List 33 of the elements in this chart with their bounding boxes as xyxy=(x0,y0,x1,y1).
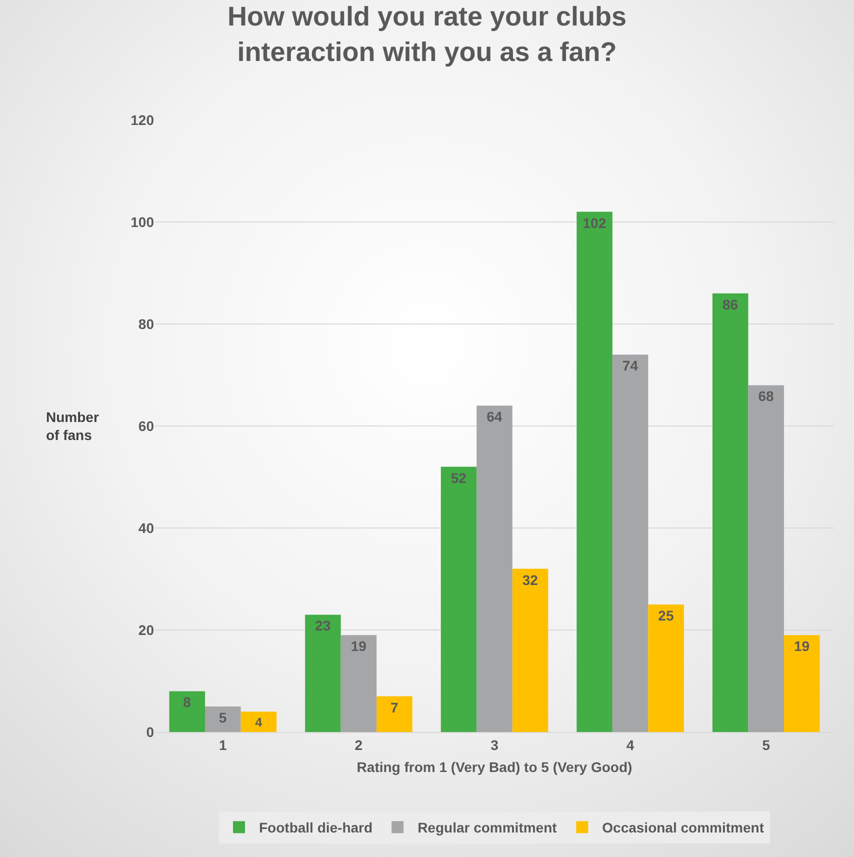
legend-label: Occasional commitment xyxy=(602,820,764,836)
data-label: 52 xyxy=(450,470,467,486)
data-label: 25 xyxy=(658,608,674,624)
legend-label: Regular commitment xyxy=(418,820,558,836)
data-label: 5 xyxy=(218,710,227,726)
data-label: 64 xyxy=(486,408,502,425)
data-label: 74 xyxy=(622,358,638,374)
data-label: 68 xyxy=(758,388,774,404)
x-tick-label: 4 xyxy=(626,736,634,753)
data-label: 8 xyxy=(183,694,192,710)
x-tick-label: 1 xyxy=(219,736,227,753)
x-tick-label: 3 xyxy=(490,736,499,753)
y-axis-title: Number of fans xyxy=(46,409,100,444)
data-label: 19 xyxy=(350,638,367,654)
data-label: 4 xyxy=(255,715,262,730)
y-tick-label: 100 xyxy=(130,214,154,230)
data-label: 23 xyxy=(315,618,331,634)
y-tick-label: 60 xyxy=(138,418,154,434)
data-label: 32 xyxy=(522,572,538,588)
y-tick-label: 120 xyxy=(130,112,154,128)
legend-label: Football die-hard xyxy=(259,820,373,836)
x-axis-title: Rating from 1 (Very Bad) to 5 (Very Good) xyxy=(356,759,632,776)
data-label: 7 xyxy=(390,699,398,716)
y-tick-label: 80 xyxy=(138,316,154,332)
chart-title: How would you rate your clubs interaction with you as a fan? xyxy=(227,2,627,67)
y-tick-label: 0 xyxy=(146,724,154,740)
y-tick-label: 40 xyxy=(138,520,154,536)
x-tick-label: 5 xyxy=(762,736,770,753)
data-label: 86 xyxy=(722,296,738,312)
data-label: 102 xyxy=(582,214,606,231)
data-label: 19 xyxy=(794,638,810,654)
x-tick-label: 2 xyxy=(354,736,363,753)
y-tick-label: 20 xyxy=(138,622,154,638)
